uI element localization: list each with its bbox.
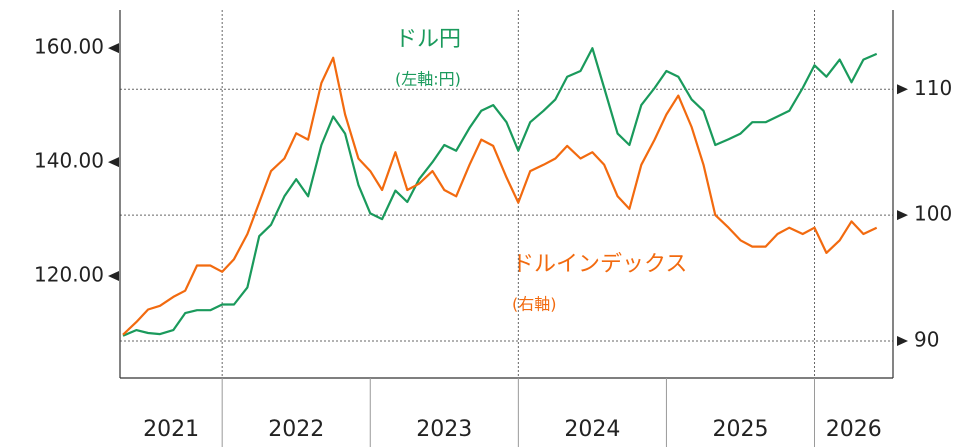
x-tick-label: 2022 bbox=[268, 417, 324, 442]
y2-tick bbox=[897, 335, 908, 346]
y2-tick-label: 90 bbox=[914, 327, 939, 351]
y2-tick-label: 100 bbox=[914, 202, 952, 226]
annotation: (右軸) bbox=[512, 295, 557, 314]
y-tick bbox=[108, 157, 119, 168]
y-tick-label: 140.00 bbox=[34, 149, 104, 173]
x-tick-label: 2023 bbox=[416, 417, 472, 442]
y-tick bbox=[108, 271, 119, 282]
series-label: ドルインデックス bbox=[512, 252, 687, 277]
y-tick bbox=[108, 43, 119, 54]
annotation: (左軸:円) bbox=[395, 70, 461, 89]
x-tick-label: 2026 bbox=[826, 417, 882, 442]
y2-tick bbox=[897, 210, 908, 221]
y-tick-label: 120.00 bbox=[34, 263, 104, 287]
series-label: ドル円 bbox=[395, 27, 461, 52]
y2-tick-label: 110 bbox=[914, 76, 952, 100]
x-tick-label: 2021 bbox=[143, 417, 199, 442]
x-tick-label: 2025 bbox=[712, 417, 768, 442]
y2-tick bbox=[897, 84, 908, 95]
series-line bbox=[122, 56, 878, 336]
y-tick-label: 160.00 bbox=[34, 35, 104, 59]
x-tick-label: 2024 bbox=[564, 417, 620, 442]
series-line bbox=[122, 47, 878, 337]
